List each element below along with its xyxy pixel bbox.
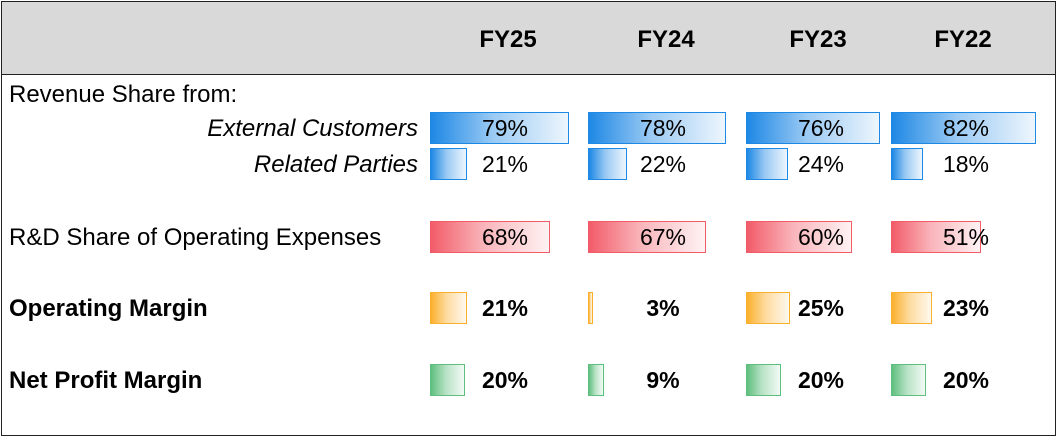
data-label: 67% [639, 224, 687, 250]
data-bar [430, 364, 465, 396]
data-label: 22% [639, 151, 687, 177]
data-label: 68% [481, 224, 529, 250]
data-bar [430, 292, 467, 324]
row-label-rd-share: R&D Share of Operating Expenses [9, 224, 382, 251]
data-label: 20% [797, 367, 845, 393]
data-bar [746, 292, 790, 324]
data-label: 18% [942, 151, 990, 177]
data-bar [891, 292, 932, 324]
data-label: 21% [481, 151, 529, 177]
data-label: 76% [797, 115, 845, 141]
cell-external-customers-fy22: 82% [891, 112, 1041, 144]
data-bar [588, 112, 726, 144]
cell-related-parties-fy23: 24% [746, 148, 896, 180]
data-bar [891, 221, 981, 253]
data-bar [588, 221, 706, 253]
data-bar [588, 364, 604, 396]
data-label: 51% [942, 224, 990, 250]
cell-external-customers-fy24: 78% [588, 112, 738, 144]
column-header-fy22: FY22 [934, 26, 992, 53]
column-header-fy25: FY25 [479, 26, 537, 53]
data-bar [430, 112, 569, 144]
data-bar [746, 364, 781, 396]
data-bar [430, 221, 550, 253]
section-label-revenue-share: Revenue Share from: [9, 81, 238, 108]
data-bar [588, 148, 627, 180]
table-header: FY25 FY24 FY23 FY22 [2, 2, 1055, 75]
data-label: 20% [481, 367, 529, 393]
data-label: 82% [942, 115, 990, 141]
cell-randd-share-of-operating-expenses-fy23: 60% [746, 221, 896, 253]
row-label-related-parties: Related Parties [253, 151, 418, 178]
cell-net-profit-margin-fy24: 9% [588, 364, 738, 396]
data-bar [746, 112, 880, 144]
data-label: 3% [646, 295, 680, 321]
data-label: 79% [481, 115, 529, 141]
data-bar [891, 148, 923, 180]
cell-operating-margin-fy24: 3% [588, 292, 738, 324]
cell-related-parties-fy24: 22% [588, 148, 738, 180]
cell-net-profit-margin-fy23: 20% [746, 364, 896, 396]
data-bar [891, 112, 1036, 144]
cell-operating-margin-fy22: 23% [891, 292, 1041, 324]
cell-related-parties-fy25: 21% [430, 148, 580, 180]
data-label: 23% [942, 295, 990, 321]
cell-operating-margin-fy25: 21% [430, 292, 580, 324]
row-label-net-profit-margin: Net Profit Margin [9, 367, 203, 394]
data-label: 24% [797, 151, 845, 177]
cell-external-customers-fy25: 79% [430, 112, 580, 144]
cell-operating-margin-fy23: 25% [746, 292, 896, 324]
cell-net-profit-margin-fy25: 20% [430, 364, 580, 396]
data-bar [746, 221, 852, 253]
row-label-operating-margin: Operating Margin [9, 295, 208, 322]
data-label: 60% [797, 224, 845, 250]
cell-randd-share-of-operating-expenses-fy25: 68% [430, 221, 580, 253]
cell-external-customers-fy23: 76% [746, 112, 896, 144]
cell-net-profit-margin-fy22: 20% [891, 364, 1041, 396]
column-header-fy24: FY24 [637, 26, 695, 53]
data-bar [891, 364, 926, 396]
cell-randd-share-of-operating-expenses-fy22: 51% [891, 221, 1041, 253]
data-bar [588, 292, 593, 324]
column-header-fy23: FY23 [789, 26, 847, 53]
data-label: 25% [797, 295, 845, 321]
cell-related-parties-fy22: 18% [891, 148, 1041, 180]
data-label: 20% [942, 367, 990, 393]
data-bar [746, 148, 788, 180]
cell-randd-share-of-operating-expenses-fy24: 67% [588, 221, 738, 253]
data-label: 21% [481, 295, 529, 321]
data-bar [430, 148, 467, 180]
data-label: 9% [646, 367, 680, 393]
data-label: 78% [639, 115, 687, 141]
row-label-external-customers: External Customers [207, 115, 418, 142]
